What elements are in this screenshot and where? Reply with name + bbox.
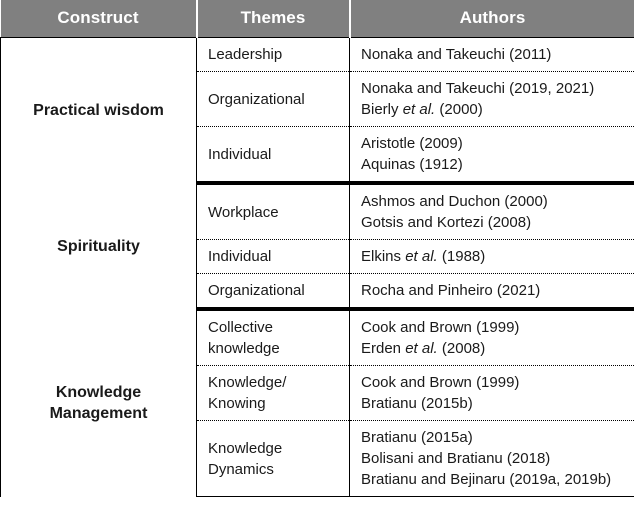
authors-cell: Aristotle (2009) Aquinas (1912) (349, 126, 634, 185)
table-row: Knowledge Dynamics Bratianu (2015a) Bolisan… (1, 420, 634, 497)
author-citation: Erden et al. (2008) (361, 340, 486, 357)
author-citation: Elkins et al. (1988) (361, 248, 486, 265)
author-citation: Cook and Brown (1999) (361, 319, 520, 336)
constructs-themes-authors-table: Construct Themes Authors Practical wisdo… (0, 0, 634, 497)
theme-label: Leadership (208, 46, 283, 63)
table-body: Practical wisdom Leadership Nonaka and Tak… (0, 37, 634, 497)
column-header-themes: Themes (196, 0, 351, 38)
theme-label: Individual (208, 248, 272, 265)
theme-cell: Organizational (196, 273, 350, 311)
construct-label: Spirituality (57, 237, 140, 255)
author-citation: Bierly et al. (2000) (361, 101, 483, 118)
theme-cell: Collective knowledge (196, 309, 350, 366)
table-row: Individual Elkins et al. (1988) (1, 239, 634, 274)
construct-label: Practical wisdom (33, 102, 164, 119)
table-row: Organizational Rocha and Pinheiro (2021) (1, 273, 634, 311)
et-al-italic: et al. (402, 101, 436, 118)
table-row: Organizational Nonaka and Takeuchi (2019,… (1, 71, 634, 127)
author-citation: Bolisani and Bratianu (2018) (361, 450, 551, 467)
theme-label: Individual (208, 145, 272, 163)
authors-cell: Cook and Brown (1999) Erden et al. (2008) (349, 309, 634, 366)
table-row: Individual Aristotle (2009) Aquinas (1912) (1, 126, 634, 185)
table-row: Spirituality Workplace Ashmos and Duchon (… (0, 183, 634, 309)
et-al-italic: et al. (405, 340, 438, 357)
theme-cell: Individual (196, 239, 350, 274)
construct-cell: Spirituality (0, 183, 197, 309)
theme-cell: Workplace (196, 183, 350, 240)
author-citation: Rocha and Pinheiro (2021) (361, 282, 541, 299)
author-citation: Bratianu (2015b) (361, 395, 473, 412)
theme-cell: Organizational (196, 71, 350, 127)
theme-cell: Individual (196, 126, 350, 185)
column-header-authors: Authors (349, 0, 634, 38)
theme-cell: Leadership (196, 37, 350, 72)
author-citation: Cook and Brown (1999) (361, 374, 520, 391)
authors-cell: Elkins et al. (1988) (349, 239, 634, 274)
theme-cell: Knowledge Dynamics (196, 420, 350, 497)
author-citation: Gotsis and Kortezi (2008) (361, 214, 532, 231)
column-header-construct: Construct (0, 0, 198, 38)
authors-cell: Nonaka and Takeuchi (2019, 2021) Bierly e… (349, 71, 634, 127)
author-citation: Aquinas (1912) (361, 156, 463, 173)
author-citation: Bratianu (2015a) (361, 429, 473, 446)
theme-label: Dynamics (208, 460, 274, 478)
authors-cell: Ashmos and Duchon (2000) Gotsis and Korte… (349, 183, 634, 240)
author-citation: Nonaka and Takeuchi (2011) (361, 46, 552, 63)
theme-label: Knowledge/ (208, 374, 287, 391)
theme-label: Knowing (208, 395, 266, 412)
et-al-italic: et al. (405, 248, 438, 265)
construct-label: Knowledge (55, 383, 142, 401)
theme-label: Knowledge (208, 439, 283, 457)
theme-label: Organizational (208, 90, 305, 108)
header-row: Construct Themes Authors (0, 0, 634, 38)
table-row: Knowledge Management Collective knowledge Co… (0, 309, 634, 497)
table-row: Knowledge/Knowing Cook and Brown (1999) Br… (1, 365, 634, 421)
authors-cell: Nonaka and Takeuchi (2011) (349, 37, 634, 72)
author-citation: Aristotle (2009) (361, 135, 463, 152)
theme-label: knowledge (208, 340, 280, 357)
author-citation: Bratianu and Bejinaru (2019a, 2019b) (361, 471, 612, 488)
theme-label: Collective (208, 319, 274, 336)
authors-cell: Bratianu (2015a) Bolisani and Bratianu (2… (349, 420, 634, 497)
table-row: Practical wisdom Leadership Nonaka and Tak… (0, 37, 634, 183)
table-header: Construct Themes Authors (0, 0, 634, 38)
authors-cell: Rocha and Pinheiro (2021) (349, 273, 634, 311)
author-citation: Nonaka and Takeuchi (2019, 2021) (361, 80, 595, 97)
construct-cell: Practical wisdom (0, 37, 197, 183)
theme-label: Organizational (208, 282, 305, 299)
theme-label: Workplace (208, 203, 279, 221)
construct-label: Management (49, 404, 148, 422)
author-citation: Ashmos and Duchon (2000) (361, 193, 548, 210)
theme-cell: Knowledge/Knowing (196, 365, 350, 421)
authors-cell: Cook and Brown (1999) Bratianu (2015b) (349, 365, 634, 421)
construct-cell: Knowledge Management (0, 309, 197, 497)
